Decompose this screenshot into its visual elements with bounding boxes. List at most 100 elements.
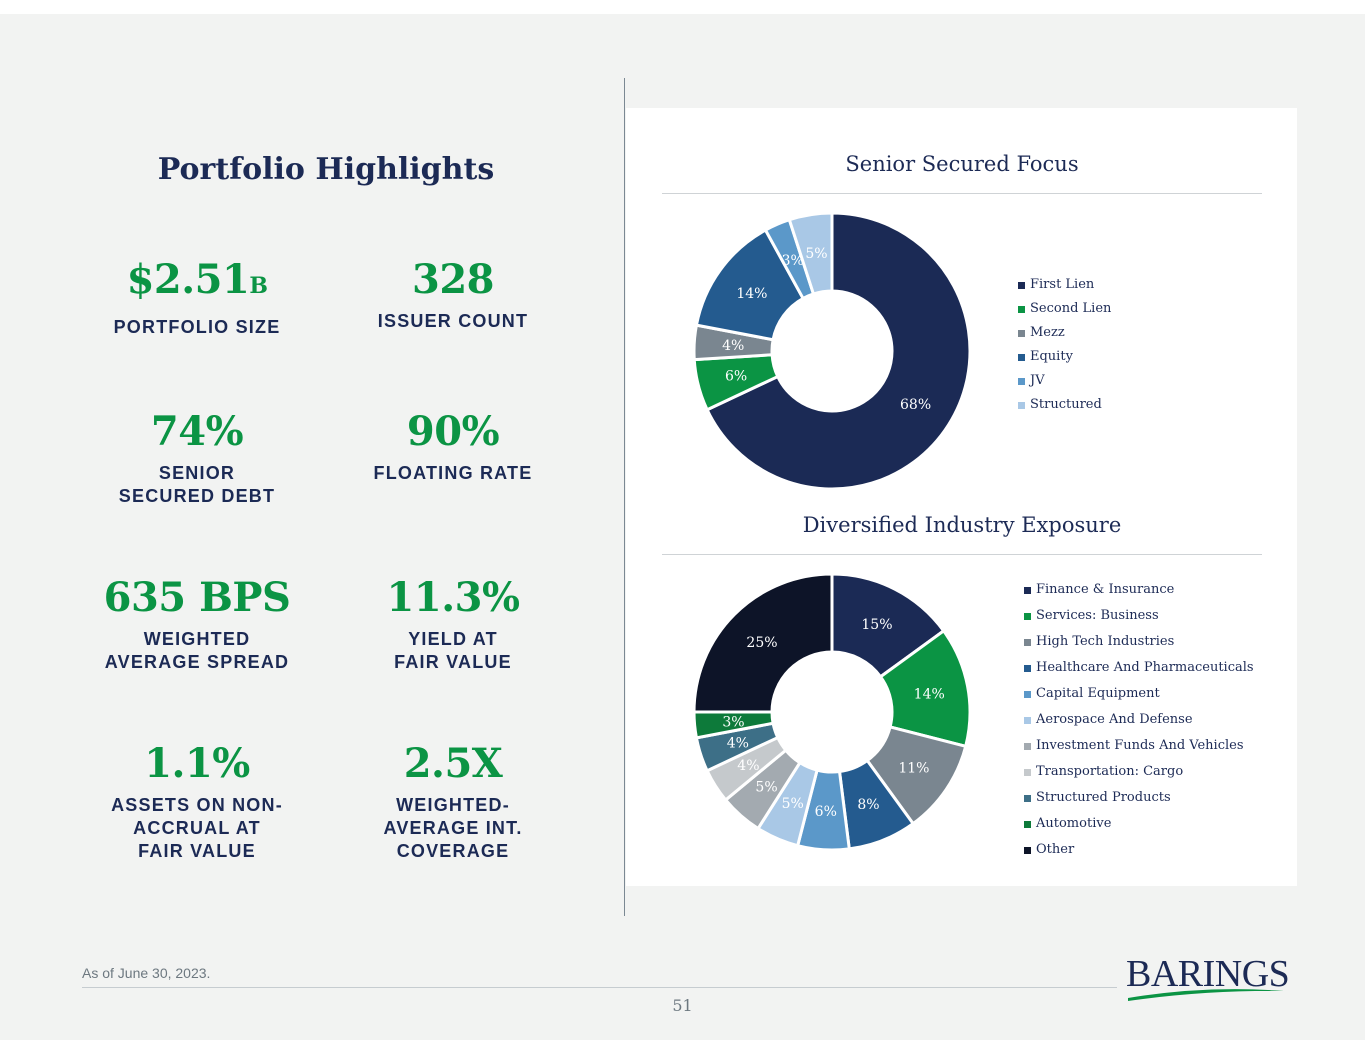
donut-data-label: 25%: [746, 635, 777, 651]
metric-value: $2.51B: [126, 256, 268, 303]
legend-label: Mezz: [1030, 325, 1065, 340]
legend-label: Services: Business: [1036, 608, 1159, 623]
legend-swatch: [1018, 402, 1025, 409]
metric-issuer-count: 328 ISSUER COUNT: [323, 256, 583, 333]
metric-label: ISSUER COUNT: [377, 311, 529, 331]
legend-label: Structured: [1030, 397, 1102, 412]
donut-data-label: 4%: [722, 338, 744, 354]
metric-senior-secured-debt: 74% SENIOR SECURED DEBT: [67, 408, 327, 508]
donut-data-label: 5%: [805, 246, 827, 262]
donut-chart-industry-exposure: 15% 14% 11% 8% 6% 5% 5% 4% 4% 3% 25%: [692, 572, 972, 852]
legend-swatch: [1024, 717, 1031, 724]
legend-label: First Lien: [1030, 277, 1095, 292]
legend-swatch: [1018, 378, 1025, 385]
legend-swatch: [1024, 691, 1031, 698]
legend-swatch: [1024, 847, 1031, 854]
legend-label: Aerospace And Defense: [1036, 712, 1193, 727]
donut-chart-senior-secured: 68% 6% 4% 14% 3% 5%: [692, 211, 972, 491]
as-of-date: As of June 30, 2023.: [82, 965, 211, 981]
metric-floating-rate: 90% FLOATING RATE: [323, 408, 583, 485]
metric-label: WEIGHTED AVERAGE SPREAD: [104, 629, 290, 672]
page-number: 51: [672, 996, 693, 1015]
vertical-divider: [624, 78, 625, 916]
legend-label: Investment Funds And Vehicles: [1036, 738, 1244, 753]
legend-item: High Tech Industries: [1024, 629, 1254, 655]
metric-label: YIELD AT FAIR VALUE: [394, 629, 512, 672]
metric-portfolio-size: $2.51B PORTFOLIO SIZE: [67, 256, 327, 339]
legend-item: JV: [1018, 369, 1111, 393]
donut-slice-other: [692, 572, 834, 714]
donut-data-label: 14%: [914, 686, 945, 702]
metric-value: 90%: [406, 408, 500, 455]
donut-data-label: 8%: [857, 797, 879, 813]
donut-data-label: 14%: [736, 286, 767, 302]
metric-non-accrual: 1.1% ASSETS ON NON- ACCRUAL AT FAIR VALU…: [67, 740, 327, 863]
donut-data-label: 15%: [861, 617, 892, 633]
chart-title-rule: [662, 554, 1262, 555]
legend-label: Capital Equipment: [1036, 686, 1160, 701]
legend-label: Healthcare And Pharmaceuticals: [1036, 660, 1254, 675]
barings-logo: BARINGS: [1126, 953, 1290, 1003]
chart-title-senior-secured: Senior Secured Focus: [845, 152, 1079, 176]
legend-label: Equity: [1030, 349, 1073, 364]
metric-value: 1.1%: [144, 740, 250, 787]
metric-value-suffix: B: [249, 273, 268, 299]
donut-data-label: 6%: [815, 804, 837, 820]
legend-swatch: [1018, 306, 1025, 313]
donut-slice-first-lien: [705, 211, 972, 491]
metric-label: FLOATING RATE: [373, 463, 533, 483]
metric-label: WEIGHTED- AVERAGE INT. COVERAGE: [383, 795, 523, 861]
legend-label: Finance & Insurance: [1036, 582, 1175, 597]
legend-item: Other: [1024, 837, 1254, 863]
donut-data-label: 68%: [900, 397, 931, 413]
footer-rule: [82, 987, 1117, 988]
legend-label: High Tech Industries: [1036, 634, 1175, 649]
metric-value: 74%: [150, 408, 244, 455]
legend-item: Automotive: [1024, 811, 1254, 837]
donut-data-label: 3%: [782, 253, 804, 269]
legend-swatch: [1024, 769, 1031, 776]
donut-data-label: 5%: [755, 779, 777, 795]
legend-label: Second Lien: [1030, 301, 1112, 316]
legend-swatch: [1018, 330, 1025, 337]
legend-item: Capital Equipment: [1024, 681, 1254, 707]
legend-label: Transportation: Cargo: [1036, 764, 1184, 779]
donut-data-label: 5%: [782, 796, 804, 812]
chart-title-industry-exposure: Diversified Industry Exposure: [802, 513, 1122, 537]
logo-swoosh-icon: [1128, 989, 1284, 1001]
legend-item: Structured Products: [1024, 785, 1254, 811]
legend-swatch: [1024, 821, 1031, 828]
legend-senior-secured: First Lien Second Lien Mezz Equity JV Structu…: [1018, 273, 1111, 417]
page-title: Portfolio Highlights: [157, 152, 495, 187]
donut-slice-structured: [787, 211, 834, 296]
donut-data-label: 3%: [722, 714, 744, 730]
metric-value: 328: [412, 256, 495, 303]
legend-item: Aerospace And Defense: [1024, 707, 1254, 733]
donut-data-label: 6%: [725, 369, 747, 385]
legend-swatch: [1018, 282, 1025, 289]
legend-swatch: [1024, 613, 1031, 620]
logo-wordmark: BARINGS: [1126, 953, 1290, 995]
legend-label: Automotive: [1036, 816, 1112, 831]
legend-item: Structured: [1018, 393, 1111, 417]
legend-item: Mezz: [1018, 321, 1111, 345]
legend-swatch: [1024, 795, 1031, 802]
legend-industry-exposure: Finance & Insurance Services: Business Hig…: [1024, 577, 1254, 863]
donut-data-label: 4%: [727, 736, 749, 752]
legend-label: Other: [1036, 842, 1075, 857]
legend-item: Services: Business: [1024, 603, 1254, 629]
legend-item: Finance & Insurance: [1024, 577, 1254, 603]
legend-label: Structured Products: [1036, 790, 1171, 805]
legend-item: Transportation: Cargo: [1024, 759, 1254, 785]
legend-item: First Lien: [1018, 273, 1111, 297]
legend-swatch: [1024, 665, 1031, 672]
legend-item: Equity: [1018, 345, 1111, 369]
legend-item: Healthcare And Pharmaceuticals: [1024, 655, 1254, 681]
metric-value: 2.5X: [403, 740, 503, 787]
legend-swatch: [1018, 354, 1025, 361]
legend-label: JV: [1030, 373, 1045, 388]
metric-weighted-average-spread: 635 BPS WEIGHTED AVERAGE SPREAD: [67, 574, 327, 674]
metric-yield-at-fair-value: 11.3% YIELD AT FAIR VALUE: [323, 574, 583, 674]
metric-value: 11.3%: [386, 574, 520, 621]
legend-item: Second Lien: [1018, 297, 1111, 321]
